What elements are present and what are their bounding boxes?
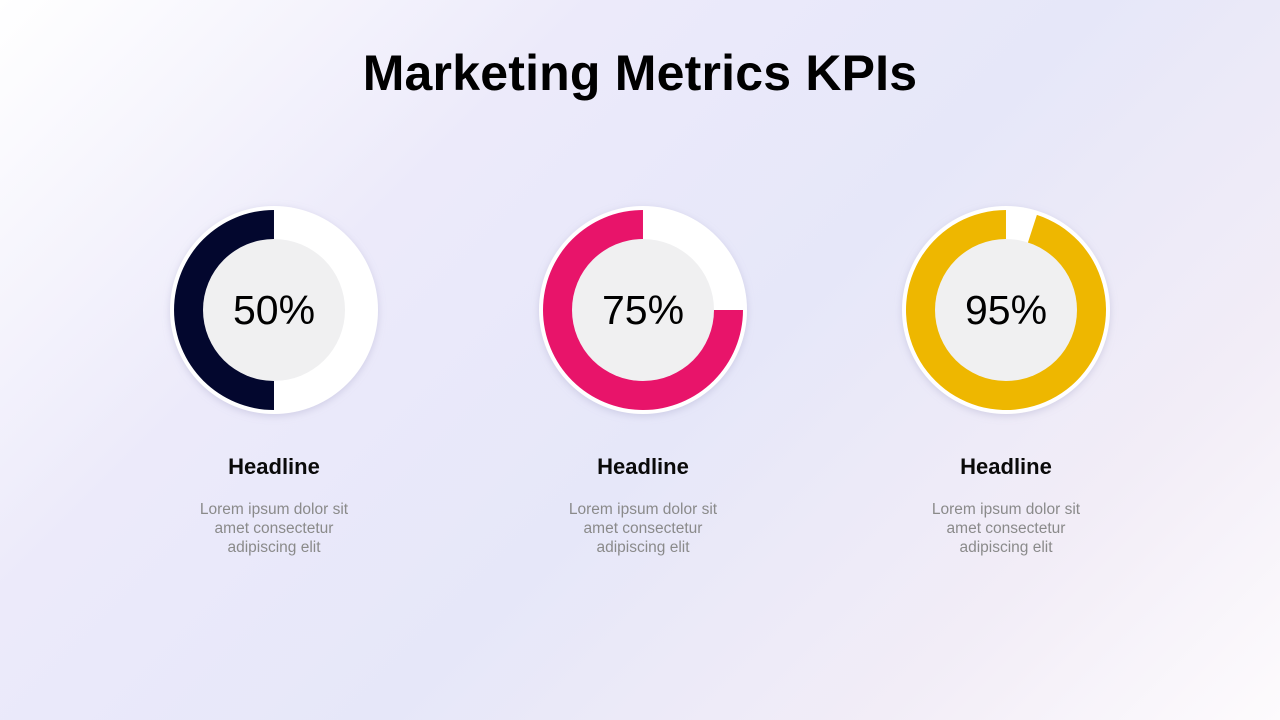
donut-value-label: 75% xyxy=(602,287,684,333)
donut-progress-arc xyxy=(174,210,274,410)
kpi-description: Lorem ipsum dolor sit amet consectetur a… xyxy=(568,501,718,556)
kpi-description: Lorem ipsum dolor sit amet consectetur a… xyxy=(199,501,349,556)
kpi-donut-2: 75% xyxy=(539,206,747,414)
donut-center xyxy=(935,239,1077,381)
page-title: Marketing Metrics KPIs xyxy=(362,45,918,101)
donut-value-label: 95% xyxy=(965,287,1047,333)
donut-center xyxy=(572,239,714,381)
donut-center xyxy=(203,239,345,381)
kpi-donut-3: 95% xyxy=(902,206,1110,414)
donut-value-label: 50% xyxy=(233,287,315,333)
kpi-description: Lorem ipsum dolor sit amet consectetur a… xyxy=(931,501,1081,556)
kpi-card-2: 75% Headline Lorem ipsum dolor sit amet … xyxy=(493,204,793,557)
kpi-headline: Headline xyxy=(597,454,689,479)
kpi-donut-1: 50% xyxy=(170,206,378,414)
kpi-card-3: 95% Headline Lorem ipsum dolor sit amet … xyxy=(856,204,1156,557)
kpi-card-1: 50% Headline Lorem ipsum dolor sit amet … xyxy=(124,204,424,557)
kpi-headline: Headline xyxy=(228,454,320,479)
kpi-headline: Headline xyxy=(960,454,1052,479)
